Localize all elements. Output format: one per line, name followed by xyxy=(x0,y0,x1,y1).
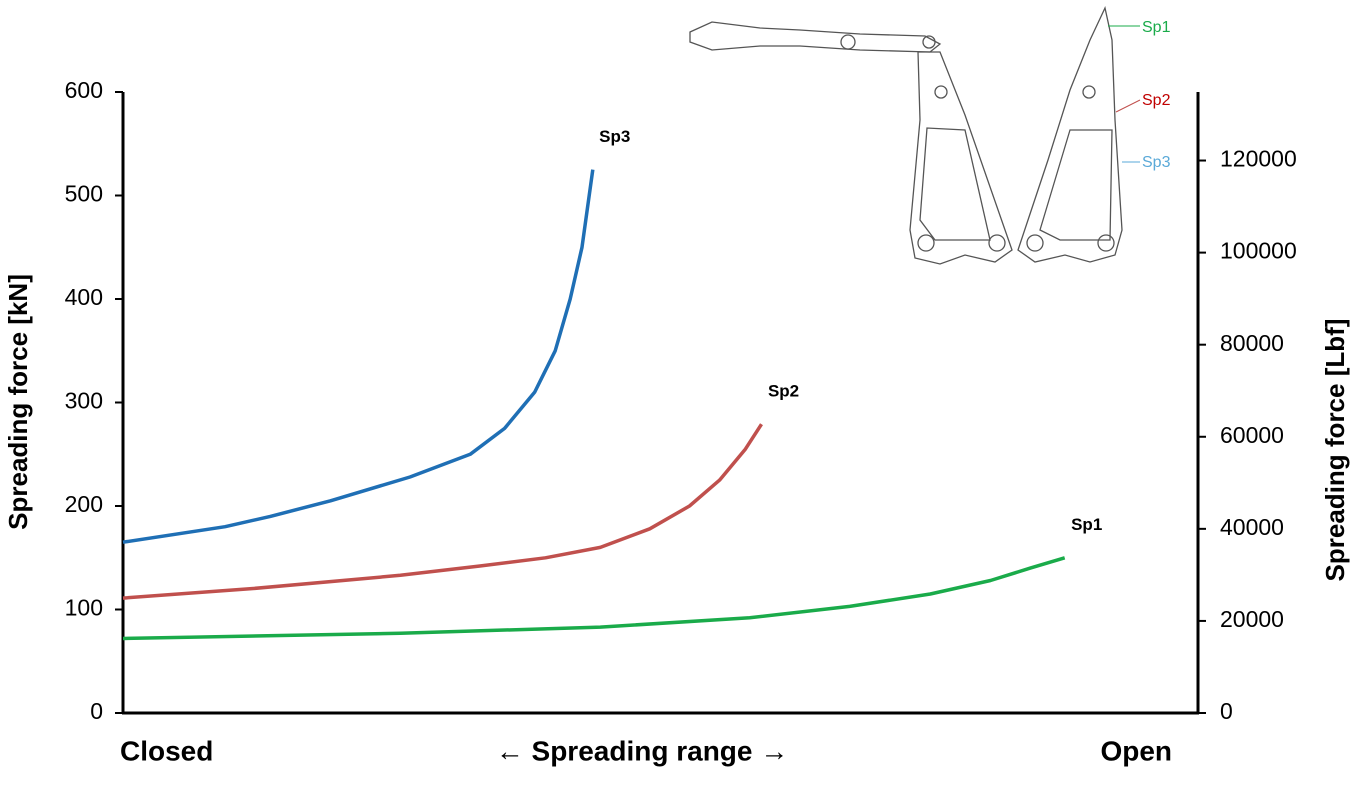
tool-sketch: Sp1 Sp2 Sp3 xyxy=(689,5,1171,265)
y-tick-label: 600 xyxy=(65,77,103,103)
y-tick-label: 0 xyxy=(90,698,103,724)
y-tick-label: 200 xyxy=(65,491,103,517)
series-line xyxy=(122,556,1066,641)
y-tick-label: 300 xyxy=(65,388,103,414)
y2-tick-label: 20000 xyxy=(1220,606,1284,632)
y-tick-label: 400 xyxy=(65,284,103,310)
y2-tick-label: 80000 xyxy=(1220,330,1284,356)
y-tick-label: 100 xyxy=(65,595,103,621)
y2-tick-label: 100000 xyxy=(1220,238,1297,264)
x-label: Closed xyxy=(120,735,213,766)
sketch-label: Sp2 xyxy=(1142,92,1171,109)
y2-tick-label: 120000 xyxy=(1220,146,1297,172)
x-label: Open xyxy=(1100,735,1172,766)
series-line xyxy=(122,423,763,600)
y-axis-title: Spreading force [kN] xyxy=(3,274,33,530)
y2-tick-label: 60000 xyxy=(1220,422,1284,448)
sketch-label: Sp3 xyxy=(1142,154,1171,171)
y-tick-label: 500 xyxy=(65,181,103,207)
y2-axis-title: Spreading force [Lbf] xyxy=(1320,319,1350,582)
series-label: Sp2 xyxy=(768,382,799,401)
sketch-label: Sp1 xyxy=(1142,19,1171,36)
series-label: Sp1 xyxy=(1071,515,1102,534)
series-label: Sp3 xyxy=(599,127,630,146)
x-label: ← Spreading range → xyxy=(496,735,789,766)
series-line xyxy=(122,169,595,544)
y2-tick-label: 0 xyxy=(1220,698,1233,724)
y2-tick-label: 40000 xyxy=(1220,514,1284,540)
